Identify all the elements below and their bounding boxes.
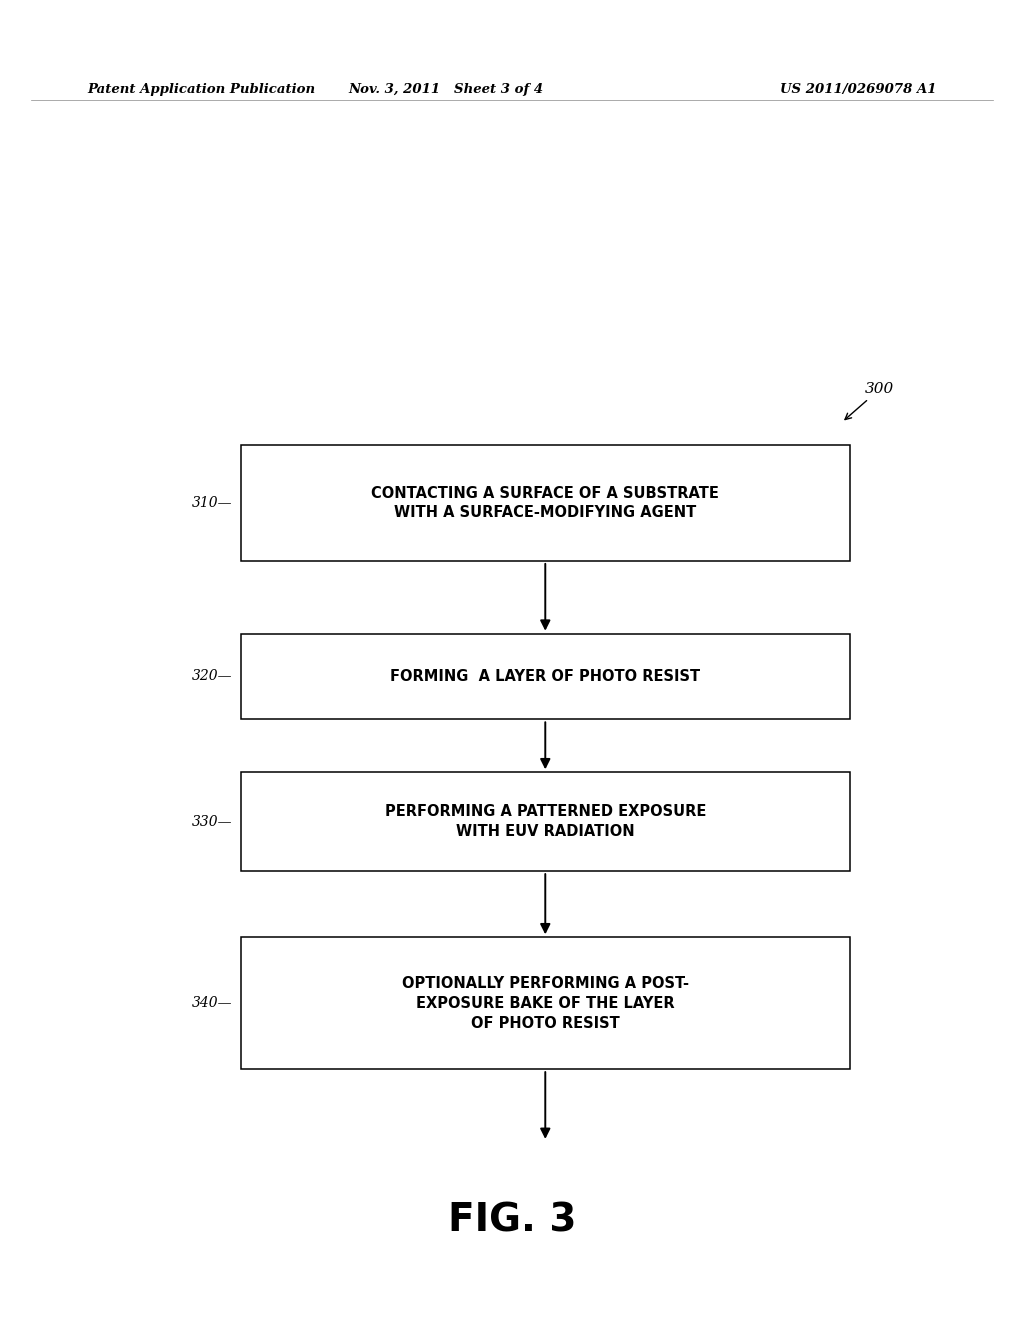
Text: FORMING  A LAYER OF PHOTO RESIST: FORMING A LAYER OF PHOTO RESIST: [390, 669, 700, 684]
Text: US 2011/0269078 A1: US 2011/0269078 A1: [780, 83, 937, 96]
Bar: [241, 772, 850, 871]
Bar: [241, 937, 850, 1069]
Text: 310—: 310—: [191, 496, 232, 510]
Text: Patent Application Publication: Patent Application Publication: [87, 83, 315, 96]
Text: 330—: 330—: [191, 814, 232, 829]
Text: CONTACTING A SURFACE OF A SUBSTRATE
WITH A SURFACE-MODIFYING AGENT: CONTACTING A SURFACE OF A SUBSTRATE WITH…: [372, 486, 719, 520]
Text: PERFORMING A PATTERNED EXPOSURE
WITH EUV RADIATION: PERFORMING A PATTERNED EXPOSURE WITH EUV…: [385, 804, 706, 840]
Text: Nov. 3, 2011   Sheet 3 of 4: Nov. 3, 2011 Sheet 3 of 4: [348, 83, 543, 96]
Bar: [241, 634, 850, 719]
Text: 300: 300: [845, 381, 895, 420]
Text: OPTIONALLY PERFORMING A POST-
EXPOSURE BAKE OF THE LAYER
OF PHOTO RESIST: OPTIONALLY PERFORMING A POST- EXPOSURE B…: [401, 975, 689, 1031]
Text: 320—: 320—: [191, 669, 232, 684]
Text: FIG. 3: FIG. 3: [447, 1203, 577, 1239]
Bar: [241, 445, 850, 561]
Text: 340—: 340—: [191, 997, 232, 1010]
